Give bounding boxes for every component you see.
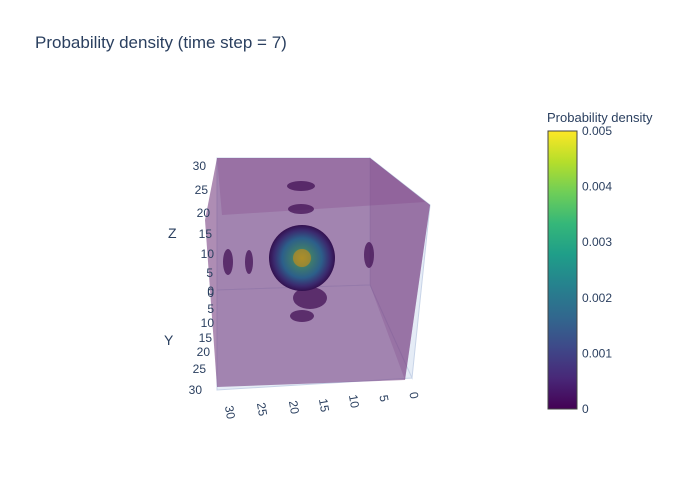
x-tick-label: 15: [316, 398, 332, 414]
colorbar-tick-label: 0.002: [582, 291, 612, 305]
central-blob: [269, 225, 335, 291]
x-axis-ticks: 0 5 10 15 20 25 30: [222, 391, 422, 421]
colorbar-title: Probability density: [547, 110, 653, 125]
x-tick-label: 30: [222, 405, 238, 421]
x-tick-label: 0: [406, 391, 421, 400]
chart-title: Probability density (time step = 7): [35, 33, 287, 52]
y-axis-title: Y: [164, 332, 174, 348]
colorbar-tick-label: 0: [582, 402, 589, 416]
x-tick-label: 20: [286, 400, 302, 416]
z-tick-label: 5: [206, 266, 213, 280]
colorbar-tick-label: 0.001: [582, 346, 612, 360]
colorbar-ticks: 0 0.001 0.002 0.003 0.004 0.005: [582, 124, 612, 416]
y-tick-label: 20: [197, 345, 211, 359]
outer-isosurface: [205, 158, 430, 387]
z-axis-ticks: 0 5 10 15 20 25 30: [193, 159, 215, 298]
x-tick-label: 10: [346, 394, 362, 410]
y-tick-label: 5: [207, 302, 214, 316]
x-tick-label: 25: [254, 402, 270, 418]
y-tick-label: 10: [201, 316, 215, 330]
z-tick-label: 15: [199, 227, 213, 241]
z-tick-label: 25: [195, 183, 209, 197]
z-tick-label: 10: [201, 247, 215, 261]
colorbar-tick-label: 0.003: [582, 235, 612, 249]
z-tick-label: 30: [193, 159, 207, 173]
z-tick-label: 20: [197, 206, 211, 220]
colorbar-tick-label: 0.005: [582, 124, 612, 138]
y-tick-label: 0: [207, 286, 214, 300]
x-tick-label: 5: [376, 394, 391, 403]
y-tick-label: 30: [189, 383, 203, 397]
z-tick-label: 0: [207, 284, 214, 298]
colorbar: [547, 130, 578, 410]
z-axis-title: Z: [168, 225, 177, 241]
y-tick-label: 25: [193, 362, 207, 376]
colorbar-tick-label: 0.004: [582, 180, 612, 194]
y-tick-label: 15: [199, 331, 213, 345]
